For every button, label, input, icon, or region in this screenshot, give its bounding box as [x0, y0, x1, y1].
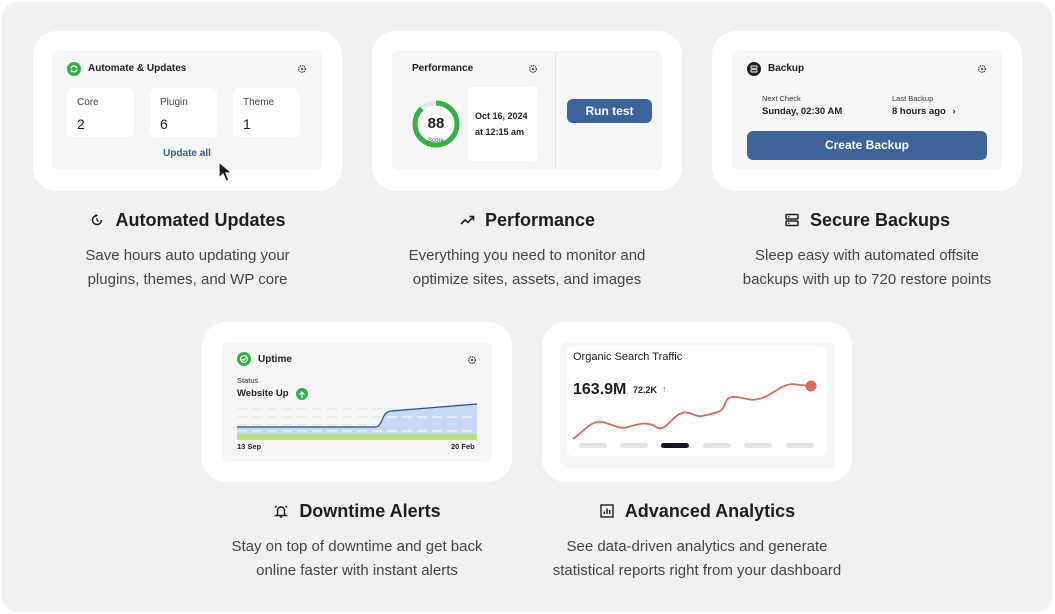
traffic-line-chart — [572, 380, 817, 440]
stat-label: Plugin — [160, 97, 188, 108]
performance-widget-title: Performance — [412, 63, 474, 74]
feature-title-downtime-alerts: Downtime Alerts — [202, 499, 512, 523]
pager-dot[interactable] — [579, 443, 607, 448]
traffic-delta: 72.2K — [633, 385, 658, 395]
feature-desc-downtime-alerts: Stay on top of downtime and get back onl… — [202, 535, 512, 583]
last-backup-text: 8 hours ago — [892, 106, 946, 117]
pager-dot[interactable] — [620, 443, 648, 448]
test-date: Oct 16, 2024 — [475, 111, 528, 121]
status-label: Status — [237, 376, 259, 385]
stat-theme[interactable]: Theme 1 — [233, 88, 300, 137]
feature-title-text: Downtime Alerts — [299, 500, 441, 521]
gear-icon[interactable] — [977, 64, 987, 74]
analytics-title: Organic Search Traffic — [573, 351, 683, 363]
gear-icon[interactable] — [528, 64, 538, 74]
desc-line: backups with up to 720 restore points — [742, 271, 992, 288]
trending-up-icon — [459, 212, 475, 228]
test-date-box: Oct 16, 2024 at 12:15 am — [468, 87, 537, 161]
x-axis-end: 20 Feb — [451, 442, 475, 451]
pager-dot[interactable] — [786, 443, 814, 448]
analytics-chart-area — [567, 346, 827, 456]
desc-line: plugins, themes, and WP core — [87, 271, 288, 288]
x-axis-start: 13 Sep — [237, 442, 262, 451]
uptime-chart — [237, 403, 477, 440]
feature-desc-automated-updates: Save hours auto updating your plugins, t… — [33, 244, 342, 292]
updates-widget-title: Automate & Updates — [88, 63, 187, 74]
next-check-value: Sunday, 02:30 AM — [762, 106, 843, 117]
create-backup-button[interactable]: Create Backup — [747, 131, 987, 160]
refresh-clock-icon — [89, 212, 105, 228]
pager-dot[interactable] — [703, 443, 731, 448]
stat-value: 6 — [160, 116, 168, 132]
server-icon — [747, 62, 761, 76]
last-backup-value[interactable]: 8 hours ago › — [892, 106, 956, 117]
score-value: 88 — [427, 115, 445, 132]
update-all-link[interactable]: Update all — [163, 148, 211, 159]
feature-desc-secure-backups: Sleep easy with automated offsite backup… — [712, 244, 1022, 292]
bar-chart-icon — [599, 503, 615, 519]
feature-title-text: Advanced Analytics — [624, 500, 796, 521]
arrow-up-icon: ↑ — [662, 384, 667, 394]
uptime-widget — [222, 342, 492, 461]
feature-title-text: Secure Backups — [809, 209, 951, 230]
stat-label: Core — [77, 97, 99, 108]
feature-title-text: Performance — [484, 209, 596, 230]
desc-line: statistical reports right from your dash… — [552, 562, 842, 579]
next-check-label: Next Check — [762, 94, 801, 103]
refresh-icon — [67, 62, 81, 76]
updates-widget: Automate & Updates Core 2 Plugin 6 Theme… — [52, 51, 322, 170]
uptime-widget-title: Uptime — [258, 354, 292, 365]
backup-widget-title: Backup — [768, 63, 805, 74]
feature-title-text: Automated Updates — [115, 209, 286, 230]
desc-line: See data-driven analytics and generate — [566, 538, 828, 555]
status-value: Website Up — [237, 388, 289, 399]
desc-line: online faster with instant alerts — [256, 562, 458, 579]
stat-plugin[interactable]: Plugin 6 — [150, 88, 217, 137]
feature-title-automated-updates: Automated Updates — [33, 208, 342, 232]
stat-core[interactable]: Core 2 — [67, 88, 134, 137]
feature-desc-advanced-analytics: See data-driven analytics and generate s… — [532, 535, 862, 583]
uptime-icon — [237, 352, 251, 366]
score-label: Score — [428, 138, 444, 144]
mouse-pointer-icon — [218, 160, 236, 183]
traffic-total: 163.9M — [573, 381, 627, 398]
gear-icon[interactable] — [467, 355, 477, 365]
desc-line: Everything you need to monitor and — [408, 247, 646, 264]
desc-line: Stay on top of downtime and get back — [231, 538, 483, 555]
desc-line: Sleep easy with automated offsite — [754, 247, 980, 264]
pager-dot-active[interactable] — [661, 443, 689, 448]
gear-icon[interactable] — [297, 64, 307, 74]
desc-line: Save hours auto updating your — [85, 247, 290, 264]
chevron-right-icon: › — [952, 106, 956, 117]
stat-label: Theme — [243, 97, 275, 108]
pager-dot[interactable] — [744, 443, 772, 448]
alarm-bell-icon — [273, 503, 289, 519]
desc-line: optimize sites, assets, and images — [412, 271, 642, 288]
status-up-icon — [296, 388, 308, 400]
score-gauge — [412, 100, 460, 148]
feature-title-advanced-analytics: Advanced Analytics — [542, 499, 852, 523]
stat-value: 1 — [243, 116, 251, 132]
feature-title-performance: Performance — [372, 208, 682, 232]
server-icon — [784, 212, 800, 228]
stat-value: 2 — [77, 116, 85, 132]
feature-desc-performance: Everything you need to monitor and optim… — [372, 244, 682, 292]
divider — [555, 52, 556, 169]
run-test-button[interactable]: Run test — [567, 99, 652, 123]
test-time: at 12:15 am — [475, 127, 525, 137]
feature-title-secure-backups: Secure Backups — [712, 208, 1022, 232]
last-backup-label: Last Backup — [892, 94, 934, 103]
